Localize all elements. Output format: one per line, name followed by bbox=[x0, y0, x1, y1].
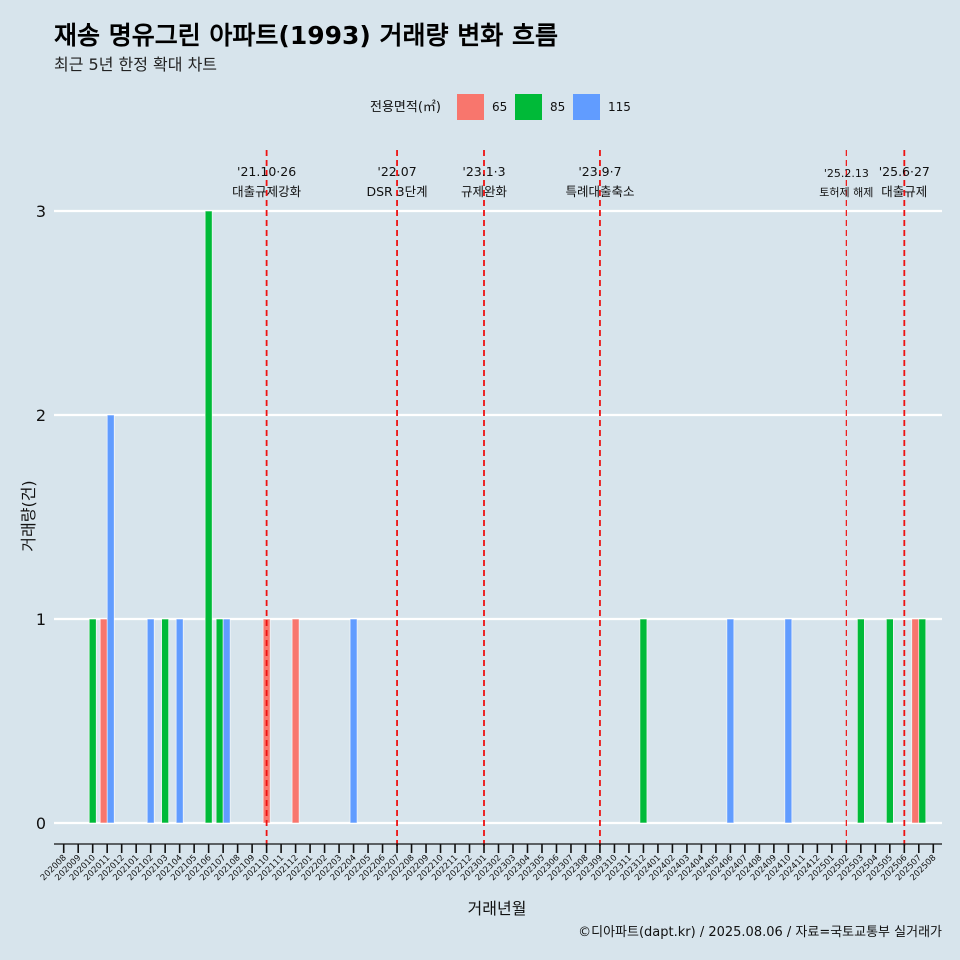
chart-title: 재송 명유그린 아파트(1993) 거래량 변화 흐름 bbox=[54, 21, 558, 50]
bar-115-202204 bbox=[349, 618, 358, 824]
bar-85-202505 bbox=[886, 618, 894, 824]
bar-65-202112 bbox=[291, 618, 300, 824]
event-desc-label: 특례대출축소 bbox=[565, 184, 634, 199]
legend-label-85: 85 bbox=[550, 100, 565, 114]
bars bbox=[88, 210, 927, 824]
bar-115-202107 bbox=[222, 618, 231, 824]
bar-115-202406 bbox=[726, 618, 735, 824]
bar-85-202507 bbox=[918, 618, 927, 824]
event-date-label: '23.9·7 bbox=[578, 164, 621, 179]
y-axis-label: 거래량(건) bbox=[19, 480, 38, 551]
bar-85-202503 bbox=[857, 618, 865, 824]
bar-115-202011 bbox=[106, 414, 115, 824]
bar-85-202107 bbox=[215, 618, 224, 824]
legend-label-115: 115 bbox=[608, 100, 631, 114]
x-axis-label: 거래년월 bbox=[468, 899, 527, 918]
legend-swatch-85 bbox=[515, 94, 542, 120]
event-desc-label: 대출규제 bbox=[881, 184, 927, 199]
y-tick-label: 0 bbox=[36, 814, 46, 833]
bar-85-202312 bbox=[639, 618, 648, 824]
bar-85-202106 bbox=[204, 210, 213, 824]
event-date-label: '23.1·3 bbox=[462, 164, 505, 179]
bar-85-202010 bbox=[88, 618, 97, 824]
legend-swatch-115 bbox=[573, 94, 600, 120]
y-axis-ticks: 0 1 2 3 bbox=[36, 202, 46, 833]
legend: 전용면적(㎡) 65 85 115 bbox=[370, 94, 631, 120]
y-tick-label: 2 bbox=[36, 406, 46, 425]
annotations: '21.10·26 대출규제강화 '22.07 DSR 3단계 '23.1·3 규제완화 '… bbox=[232, 150, 930, 850]
source-caption: ©디아파트(dapt.kr) / 2025.08.06 / 자료=국토교통부 실… bbox=[578, 925, 942, 940]
event-date-label: '25.2.13 bbox=[824, 167, 869, 180]
y-tick-label: 3 bbox=[36, 202, 46, 221]
event-desc-label: 규제완화 bbox=[461, 184, 508, 199]
legend-swatch-65 bbox=[457, 94, 484, 120]
x-axis: 2020082020092020102020112020122021012021… bbox=[39, 843, 942, 883]
legend-label-65: 65 bbox=[492, 100, 507, 114]
bar-115-202410 bbox=[784, 618, 793, 824]
event-date-label: '21.10·26 bbox=[237, 164, 296, 179]
bar-65-202011 bbox=[99, 618, 108, 824]
event-desc-label: 토허제 해제 bbox=[819, 185, 873, 199]
chart-subtitle: 최근 5년 한정 확대 차트 bbox=[54, 55, 217, 74]
bar-65-202507 bbox=[911, 618, 920, 824]
event-date-label: '25.6·27 bbox=[879, 164, 930, 179]
bar-115-202104 bbox=[175, 618, 184, 824]
event-date-label: '22.07 bbox=[377, 164, 416, 179]
grid-lines bbox=[54, 209, 942, 825]
event-desc-label: DSR 3단계 bbox=[366, 184, 427, 199]
legend-title: 전용면적(㎡) bbox=[370, 100, 441, 115]
y-tick-label: 1 bbox=[36, 610, 46, 629]
event-desc-label: 대출규제강화 bbox=[232, 184, 302, 199]
bar-85-202103 bbox=[161, 618, 169, 824]
bar-115-202102 bbox=[146, 618, 155, 824]
